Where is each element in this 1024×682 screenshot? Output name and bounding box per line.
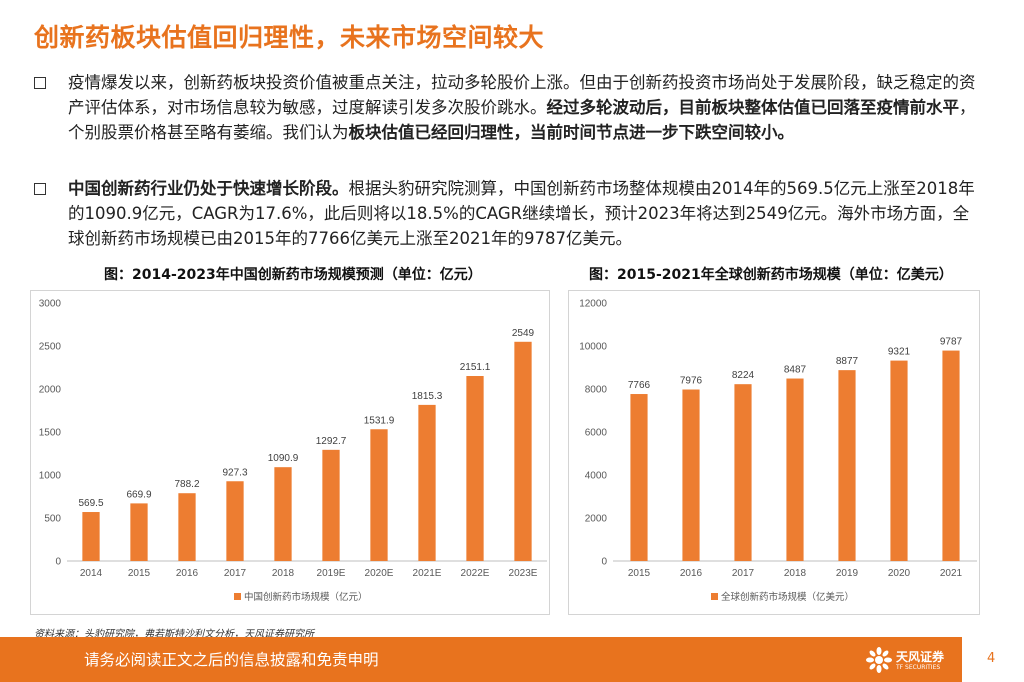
bar [514, 341, 532, 561]
bar [274, 467, 292, 561]
x-tick-label: 2021 [940, 568, 963, 579]
y-tick-label: 2500 [39, 342, 62, 353]
bullet1-bold2: 板块估值已经回归理性，当前时间节点进一步下跌空间较小。 [348, 123, 795, 142]
data-label: 1531.9 [364, 415, 395, 426]
data-label: 8877 [836, 356, 859, 367]
x-tick-label: 2020 [888, 568, 911, 579]
source-note: 资料来源：头豹研究院，弗若斯特沙利文分析，天风证券研究所 [34, 629, 314, 640]
bar [226, 481, 244, 561]
x-tick-label: 2020E [365, 568, 394, 579]
y-tick-label: 6000 [585, 428, 608, 439]
bar [786, 378, 804, 561]
data-label: 1815.3 [412, 391, 443, 402]
x-tick-label: 2016 [176, 568, 199, 579]
bullet2-part1: 根据头豹研究院测算，中国创新药市场整体规模由2014年的569.5亿元上涨至20… [68, 179, 975, 248]
data-label: 2549 [512, 328, 535, 339]
x-tick-label: 2015 [128, 568, 151, 579]
bullet-text: 中国创新药行业仍处于快速增长阶段。根据头豹研究院测算，中国创新药市场整体规模由2… [68, 176, 980, 251]
bullet-text: 疫情爆发以来，创新药板块投资价值被重点关注，拉动多轮股价上涨。但由于创新药投资市… [68, 70, 980, 145]
data-label: 669.9 [126, 489, 151, 500]
data-label: 569.5 [78, 498, 103, 509]
y-tick-label: 12000 [579, 299, 607, 310]
footer-bar: 请务必阅读正文之后的信息披露和免责申明 天风证券 TF SECURITIES 4 [0, 637, 1024, 682]
global-market-chart: 0 2000 4000 6000 8000 10000 12000 7766 2015 7976 2… [568, 290, 980, 615]
x-tick-label: 2017 [732, 568, 755, 579]
bar [838, 370, 856, 561]
y-tick-label: 0 [55, 557, 61, 568]
x-tick-label: 2015 [628, 568, 651, 579]
x-tick-label: 2018 [272, 568, 295, 579]
bar [466, 376, 484, 561]
bar [734, 384, 752, 561]
x-tick-label: 2021E [413, 568, 442, 579]
page-number: 4 [987, 651, 996, 666]
y-tick-label: 500 [44, 514, 61, 525]
x-tick-label: 2023E [509, 568, 538, 579]
global-chart-svg: 0 2000 4000 6000 8000 10000 12000 7766 2015 7976 2… [579, 299, 977, 603]
bullet-square-icon [34, 77, 46, 89]
bar [322, 449, 340, 561]
disclaimer-text: 请务必阅读正文之后的信息披露和免责申明 [84, 651, 379, 669]
page-title: 创新药板块估值回归理性，未来市场空间较大 [34, 23, 545, 52]
y-tick-label: 10000 [579, 342, 607, 353]
bar [370, 429, 388, 561]
data-label: 7976 [680, 376, 703, 387]
china-chart-title: 图：2014-2023年中国创新药市场规模预测（单位：亿元） [104, 267, 482, 283]
bar [130, 503, 148, 561]
bullet1-part1: 疫情爆发以来，创新药板块投资价值被重点关注，拉动多轮股价上涨。但由于创新药投资市… [68, 73, 976, 117]
bullet-square-icon [34, 183, 46, 195]
logo-english-name: TF SECURITIES [896, 664, 941, 671]
data-label: 9787 [940, 337, 963, 348]
bullet1-bold1: 经过多轮波动后，目前板块整体估值已回落至疫情前水平 [546, 98, 960, 117]
bullet-valuation: 疫情爆发以来，创新药板块投资价值被重点关注，拉动多轮股价上涨。但由于创新药投资市… [30, 70, 980, 145]
data-label: 9321 [888, 347, 911, 358]
legend-swatch [234, 593, 241, 600]
x-tick-label: 2014 [80, 568, 103, 579]
y-tick-label: 2000 [39, 385, 62, 396]
bullet2-bold1: 中国创新药行业仍处于快速增长阶段。 [68, 179, 349, 198]
y-tick-label: 1000 [39, 471, 62, 482]
bar [682, 389, 700, 561]
data-label: 788.2 [174, 479, 199, 490]
bar [942, 350, 960, 561]
data-label: 7766 [628, 380, 651, 391]
y-tick-label: 3000 [39, 299, 62, 310]
y-tick-label: 4000 [585, 471, 608, 482]
legend-label: 全球创新药市场规模（亿美元） [721, 591, 854, 603]
x-tick-label: 2019 [836, 568, 859, 579]
bar [178, 493, 196, 561]
bar [82, 512, 100, 561]
data-label: 8487 [784, 365, 807, 376]
x-tick-label: 2022E [461, 568, 490, 579]
y-tick-label: 1500 [39, 428, 62, 439]
x-tick-label: 2018 [784, 568, 807, 579]
page-corner [962, 637, 1024, 682]
brand-logo: 天风证券 TF SECURITIES [866, 645, 948, 677]
data-label: 2151.1 [460, 362, 491, 373]
sunflower-icon [866, 647, 892, 673]
legend-label: 中国创新药市场规模（亿元） [244, 591, 368, 603]
data-label: 927.3 [222, 467, 247, 478]
x-tick-label: 2017 [224, 568, 247, 579]
legend-swatch [711, 593, 718, 600]
global-chart-title: 图：2015-2021年全球创新药市场规模（单位：亿美元） [589, 267, 953, 283]
china-market-chart: 0 500 1000 1500 2000 2500 3000 569.5 2014 669.9 20… [30, 290, 550, 615]
china-chart-svg: 0 500 1000 1500 2000 2500 3000 569.5 2014 669.9 20… [39, 299, 547, 603]
data-label: 8224 [732, 370, 755, 381]
data-label: 1090.9 [268, 453, 299, 464]
bar [890, 360, 908, 561]
data-label: 1292.7 [316, 436, 347, 447]
bar [418, 404, 436, 561]
y-tick-label: 8000 [585, 385, 608, 396]
x-tick-label: 2016 [680, 568, 703, 579]
x-tick-label: 2019E [317, 568, 346, 579]
logo-chinese-name: 天风证券 [896, 650, 945, 664]
y-tick-label: 0 [601, 557, 607, 568]
bar [630, 394, 648, 561]
bullet1-part2: ，个别股票价格甚至略有萎缩。我们认为 [68, 98, 976, 142]
y-tick-label: 2000 [585, 514, 608, 525]
bullet-growth: 中国创新药行业仍处于快速增长阶段。根据头豹研究院测算，中国创新药市场整体规模由2… [30, 176, 980, 251]
